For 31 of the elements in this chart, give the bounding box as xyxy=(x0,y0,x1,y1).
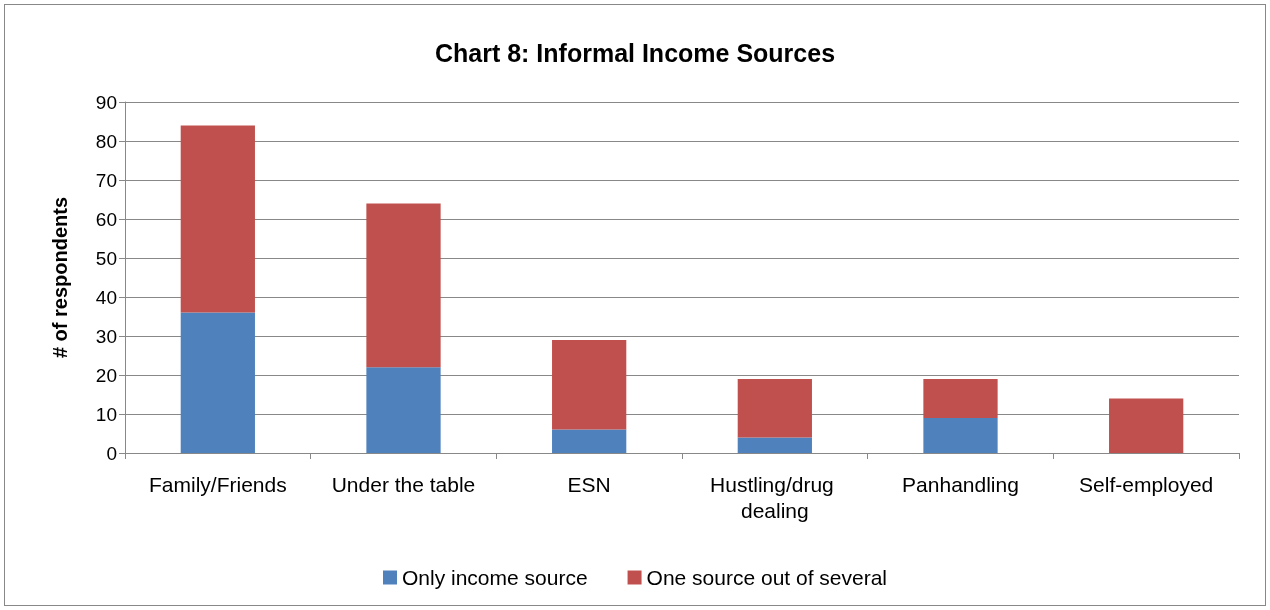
y-tick-label: 0 xyxy=(106,442,117,464)
legend-label: Only income source xyxy=(401,566,588,589)
bar xyxy=(1109,398,1184,453)
y-tick-label: 70 xyxy=(95,169,117,191)
bar xyxy=(923,417,998,453)
x-tick-label: Family/Friends xyxy=(148,472,287,496)
y-tick-label: 40 xyxy=(95,286,117,308)
y-tick-label: 10 xyxy=(95,403,117,425)
y-tick-label: 60 xyxy=(95,208,117,230)
x-tick-label: Panhandling xyxy=(902,472,1019,496)
bar xyxy=(552,339,627,430)
x-tick-label: ESN xyxy=(567,472,611,496)
x-tick-label: Under the table xyxy=(331,472,476,496)
chart-title: Chart 8: Informal Income Sources xyxy=(434,38,836,67)
bar xyxy=(552,429,627,453)
y-tick-label: 20 xyxy=(95,364,117,386)
y-tick-label: 30 xyxy=(95,325,117,347)
bar xyxy=(366,203,441,368)
bar xyxy=(180,125,255,313)
bar xyxy=(923,378,998,418)
legend-label: One source out of several xyxy=(646,566,888,589)
y-axis-title: # of respondents xyxy=(49,196,71,359)
x-tick-label: Self-employed xyxy=(1079,472,1214,496)
bar xyxy=(737,437,812,453)
bar xyxy=(180,312,255,453)
x-tick-label: Hustling/drug dealing xyxy=(710,472,840,522)
y-tick-label: 80 xyxy=(95,130,117,152)
bar xyxy=(737,378,812,438)
y-tick-label: 90 xyxy=(95,91,117,113)
y-tick-label: 50 xyxy=(95,247,117,269)
bar xyxy=(366,367,441,453)
